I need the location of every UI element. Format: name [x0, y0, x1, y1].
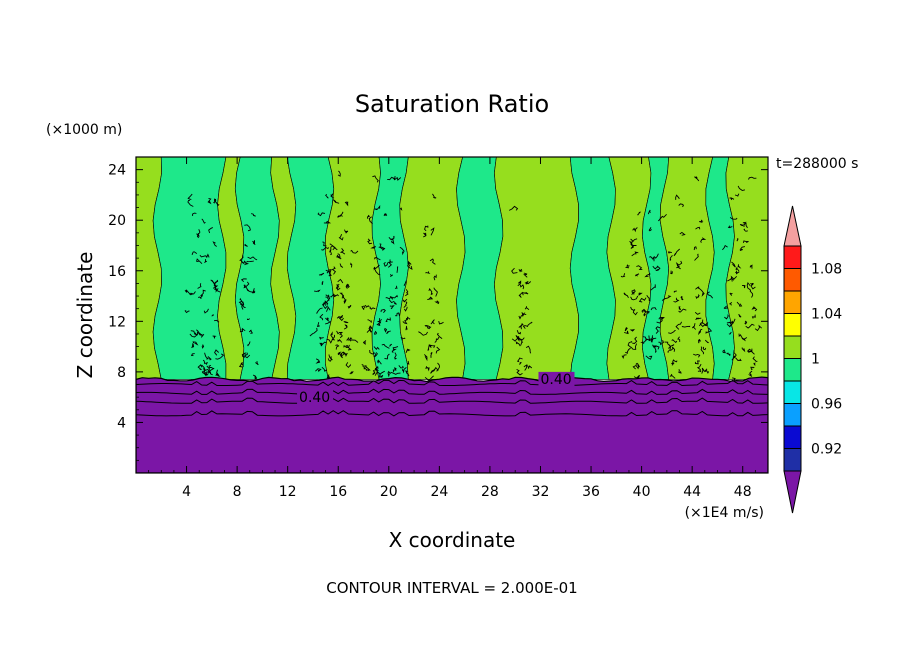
y-axis-unit: (×1000 m) [46, 122, 122, 138]
y-axis-ticks: 4 8 12 16 20 24 [108, 163, 768, 461]
turbulent-column [418, 193, 444, 381]
contour-label: 0.40 [540, 372, 571, 388]
turbulent-column [638, 209, 667, 360]
turbulent-column [321, 170, 346, 383]
colorbar-segment [783, 403, 802, 427]
turbulent-columns-layer [184, 170, 763, 384]
contour-line [136, 410, 768, 417]
colorbar-tick-label: 0.96 [811, 397, 842, 413]
turbulent-column [722, 193, 743, 382]
x-axis-ticks: 4 8 12 16 20 24 28 32 36 40 44 48 [148, 157, 756, 500]
y-tick-label: 20 [108, 213, 126, 229]
colorbar-tick-label: 1.04 [811, 307, 842, 323]
turbulent-column [309, 193, 336, 372]
subsaturated-layer [136, 376, 768, 473]
chart-title: Saturation Ratio [355, 90, 549, 118]
y-tick-label: 16 [108, 264, 126, 280]
colorbar-segment [783, 335, 802, 359]
turbulent-column [620, 211, 643, 379]
turbulent-column [737, 176, 763, 377]
x-tick-label: 16 [329, 484, 347, 500]
column-band [494, 157, 579, 380]
x-tick-label: 4 [182, 484, 191, 500]
y-tick-label: 8 [117, 365, 126, 381]
x-tick-label: 12 [279, 484, 297, 500]
x-tick-label: 36 [582, 484, 600, 500]
y-tick-label: 12 [108, 314, 126, 330]
turbulent-column [238, 213, 259, 381]
colorbar-segment [783, 313, 802, 337]
turbulent-column [332, 201, 359, 375]
contour-label-bg [538, 371, 575, 387]
plot-field: 0.40 0.40 [136, 157, 768, 473]
x-tick-label: 44 [683, 484, 701, 500]
colorbar-lower-triangle [783, 470, 802, 514]
y-tick-label: 4 [117, 415, 126, 431]
x-tick-label: 40 [633, 484, 651, 500]
y-tick-label: 24 [108, 163, 126, 179]
x-tick-label: 48 [734, 484, 752, 500]
x-axis-unit: (×1E4 m/s) [685, 505, 764, 521]
colorbar-segment [783, 290, 802, 314]
colorbar-segment [783, 358, 802, 382]
x-tick-label: 24 [430, 484, 448, 500]
colorbar-segment [783, 268, 802, 292]
contour-label: 0.40 [299, 390, 330, 406]
colorbar: 0.92 0.96 1 1.04 1.08 [783, 205, 842, 514]
colorbar-tick-label: 1 [811, 352, 820, 368]
turbulent-column [374, 176, 401, 378]
contour-label-bg [297, 390, 334, 406]
turbulent-column [388, 176, 413, 384]
colorbar-tick-label: 1.08 [811, 262, 842, 278]
turbulent-column [508, 205, 533, 376]
colorbar-segment [783, 448, 802, 472]
contour-lines-layer: 0.40 0.40 [136, 371, 768, 417]
contour-line [136, 397, 768, 404]
turbulent-column [691, 176, 714, 374]
turbulent-column [661, 194, 691, 379]
x-axis-label: X coordinate [389, 528, 516, 552]
colorbar-segment [783, 425, 802, 449]
turbulent-column [361, 175, 386, 377]
colorbar-segment [783, 245, 802, 269]
contour-line [136, 388, 768, 395]
x-tick-label: 8 [233, 484, 242, 500]
turbulent-column [199, 197, 225, 377]
column-bands-layer [136, 157, 768, 380]
contour-line [136, 379, 768, 387]
y-axis-label: Z coordinate [73, 252, 97, 379]
colorbar-tick-label: 0.92 [811, 442, 842, 458]
column-band [152, 157, 227, 380]
time-label: t=288000 s [776, 156, 858, 172]
x-tick-label: 28 [481, 484, 499, 500]
colorbar-upper-triangle [783, 205, 802, 247]
x-tick-label: 32 [532, 484, 550, 500]
column-band [725, 157, 768, 380]
contour-interval-footer: CONTOUR INTERVAL = 2.000E-01 [326, 579, 577, 597]
colorbar-segment [783, 380, 802, 404]
x-tick-label: 20 [380, 484, 398, 500]
subsaturated-region [136, 376, 768, 473]
